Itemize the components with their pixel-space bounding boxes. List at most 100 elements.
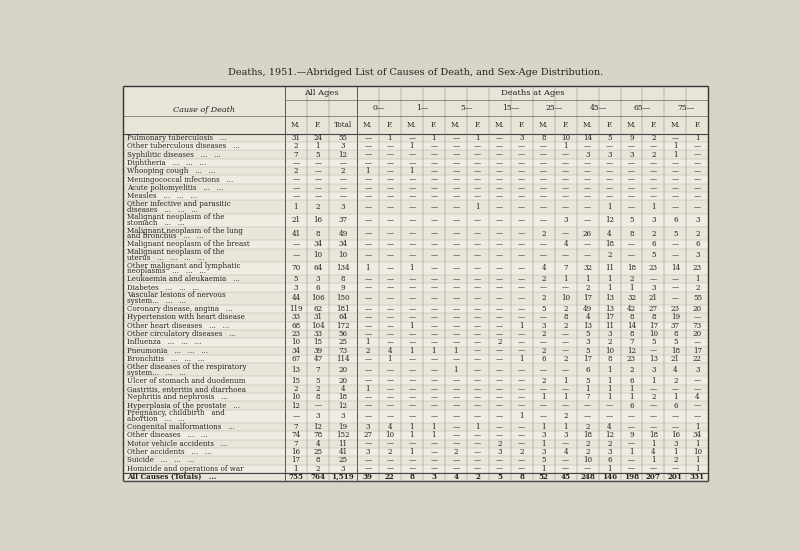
Text: —: —	[408, 184, 415, 192]
Text: —: —	[452, 402, 459, 409]
Text: Other heart diseases   ...   ...: Other heart diseases ... ...	[127, 322, 230, 330]
Text: —: —	[496, 330, 503, 338]
Text: 7: 7	[294, 423, 298, 431]
Text: Diphtheria   ...   ...   ...: Diphtheria ... ... ...	[127, 159, 206, 167]
Text: —: —	[562, 456, 569, 464]
Bar	[123, 201, 708, 214]
Text: 17: 17	[693, 347, 702, 355]
Text: 2: 2	[498, 338, 502, 347]
Text: 2: 2	[316, 464, 320, 473]
Bar	[123, 423, 708, 431]
Text: 4: 4	[651, 448, 656, 456]
Text: 2: 2	[651, 150, 656, 159]
Text: —: —	[474, 184, 482, 192]
Text: 37: 37	[338, 217, 347, 224]
Text: —: —	[408, 385, 415, 393]
Text: —: —	[386, 240, 394, 249]
Text: —: —	[562, 251, 569, 259]
Text: Other malignant and lymphatic: Other malignant and lymphatic	[127, 262, 241, 269]
Text: —: —	[540, 240, 547, 249]
Text: 1: 1	[519, 322, 524, 330]
Text: 11: 11	[605, 264, 614, 272]
Text: F.: F.	[430, 121, 437, 129]
Text: 3: 3	[341, 464, 345, 473]
Text: 67: 67	[291, 355, 301, 363]
Text: 3: 3	[366, 423, 370, 431]
Text: 201: 201	[668, 473, 683, 481]
Text: —: —	[672, 159, 679, 167]
Text: 6: 6	[315, 284, 320, 291]
Bar	[123, 401, 708, 410]
Text: —: —	[430, 184, 438, 192]
Text: 31: 31	[314, 314, 322, 321]
Text: —: —	[292, 176, 299, 183]
Text: —: —	[430, 142, 438, 150]
Bar	[123, 175, 708, 183]
Text: 1,519: 1,519	[331, 473, 354, 481]
Text: —: —	[694, 159, 701, 167]
Text: 6: 6	[673, 402, 678, 409]
Text: 56: 56	[338, 330, 347, 338]
Text: F.: F.	[315, 121, 321, 129]
Text: —: —	[606, 184, 613, 192]
Text: 31: 31	[291, 134, 301, 142]
Text: —: —	[430, 203, 438, 211]
Text: 5: 5	[316, 377, 320, 385]
Text: —: —	[386, 464, 394, 473]
Text: —: —	[518, 284, 526, 291]
Text: 34: 34	[338, 240, 347, 249]
Text: —: —	[386, 184, 394, 192]
Text: 7: 7	[586, 393, 590, 401]
Text: 5: 5	[651, 251, 656, 259]
Text: Other diseases   ...   ...: Other diseases ... ...	[127, 431, 208, 440]
Text: —: —	[408, 402, 415, 409]
Text: —: —	[364, 284, 371, 291]
Text: Malignant neoplasm of the breast: Malignant neoplasm of the breast	[127, 240, 250, 249]
Text: —: —	[562, 184, 569, 192]
Text: 6: 6	[586, 366, 590, 374]
Text: 1: 1	[630, 448, 634, 456]
Text: —: —	[364, 464, 371, 473]
Text: 1: 1	[410, 448, 414, 456]
Text: —: —	[584, 240, 591, 249]
Text: —: —	[496, 251, 503, 259]
Text: 4: 4	[542, 264, 546, 272]
Text: 70: 70	[291, 264, 301, 272]
Text: —: —	[694, 184, 701, 192]
Text: —: —	[292, 412, 299, 420]
Text: —: —	[628, 159, 635, 167]
Text: 172: 172	[336, 322, 350, 330]
Text: —: —	[518, 142, 526, 150]
Text: 2: 2	[695, 230, 700, 237]
Text: —: —	[364, 377, 371, 385]
Text: —: —	[430, 168, 438, 175]
Text: —: —	[452, 423, 459, 431]
Text: Influenza   ...   ...   ...: Influenza ... ... ...	[127, 338, 202, 347]
Text: —: —	[364, 294, 371, 302]
Text: 39: 39	[363, 473, 373, 481]
Text: —: —	[452, 412, 459, 420]
Text: —: —	[672, 412, 679, 420]
Text: —: —	[386, 168, 394, 175]
Text: 1: 1	[630, 385, 634, 393]
Text: 65—: 65—	[634, 104, 651, 112]
Text: —: —	[430, 159, 438, 167]
Text: —: —	[518, 314, 526, 321]
Text: —: —	[474, 305, 482, 313]
Text: —: —	[518, 423, 526, 431]
Text: —: —	[628, 440, 635, 448]
Text: 3: 3	[542, 431, 546, 440]
Text: 5: 5	[294, 276, 298, 283]
Bar	[123, 448, 708, 456]
Text: 1: 1	[431, 431, 436, 440]
Text: —: —	[694, 192, 701, 200]
Text: —: —	[474, 412, 482, 420]
Text: 5: 5	[586, 347, 590, 355]
Text: —: —	[518, 251, 526, 259]
Text: 2: 2	[316, 385, 320, 393]
Text: 2: 2	[563, 322, 568, 330]
Text: —: —	[496, 431, 503, 440]
Text: and bronchus   ...   ...: and bronchus ... ...	[127, 233, 204, 240]
Text: 9: 9	[341, 284, 346, 291]
Text: 2: 2	[542, 294, 546, 302]
